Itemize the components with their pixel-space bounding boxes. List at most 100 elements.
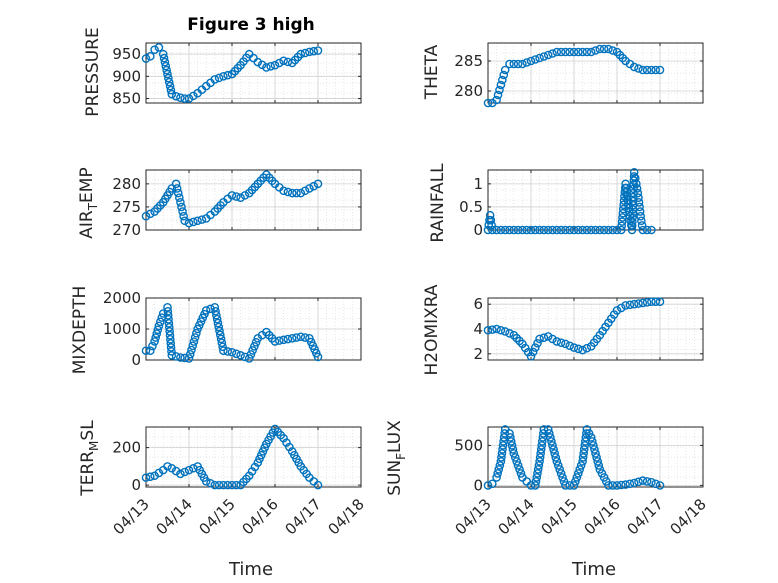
y-tick-label: 2 — [473, 345, 483, 363]
data-point — [167, 347, 176, 356]
data-point — [617, 303, 626, 313]
data-point — [539, 225, 549, 235]
data-point — [158, 309, 168, 318]
data-point — [176, 353, 185, 362]
data-point — [586, 225, 596, 235]
data-point — [283, 334, 293, 344]
data-point — [495, 85, 504, 95]
data-point — [212, 314, 222, 324]
data-point — [184, 354, 194, 363]
data-point — [156, 317, 165, 327]
data-point — [505, 329, 514, 338]
data-point — [561, 339, 570, 349]
data-point — [498, 445, 507, 454]
axes-rainfall: 00.51 — [459, 168, 704, 239]
data-point — [248, 346, 257, 355]
data-point — [532, 473, 542, 482]
data-point — [309, 477, 319, 486]
data-point — [498, 441, 508, 450]
data-point — [176, 198, 185, 207]
data-point — [515, 465, 524, 474]
axes-air-temp: 270 275 280 — [112, 169, 362, 239]
data-point — [279, 335, 288, 345]
data-point — [599, 225, 609, 235]
data-point — [513, 225, 523, 235]
data-point — [175, 193, 184, 202]
data-point — [552, 457, 562, 466]
data-point — [647, 65, 656, 75]
y-tick-label: 200 — [112, 439, 141, 457]
data-point — [496, 325, 506, 335]
data-point — [167, 351, 177, 360]
data-point — [285, 442, 294, 452]
data-point — [214, 73, 224, 83]
data-point — [627, 221, 637, 231]
data-point — [637, 216, 646, 226]
data-point — [185, 349, 195, 359]
data-point — [163, 462, 172, 471]
data-point — [634, 64, 643, 73]
data-point — [539, 333, 549, 342]
y-tick-label: 0.5 — [459, 198, 483, 216]
plot-area — [146, 427, 361, 487]
data-point — [292, 188, 301, 198]
x-tick-label: 04/18 — [325, 495, 368, 538]
y-tick-label: 0 — [473, 221, 483, 239]
data-point — [216, 334, 226, 344]
data-point — [629, 172, 639, 181]
data-point — [165, 187, 174, 197]
data-point — [543, 50, 553, 60]
data-point — [164, 319, 174, 328]
data-point — [604, 44, 613, 54]
figure-title: Figure 3 high — [187, 15, 315, 35]
data-point — [206, 210, 215, 220]
data-point — [509, 59, 519, 69]
data-point — [558, 473, 567, 482]
data-point — [250, 342, 259, 351]
data-point — [565, 47, 575, 57]
data-point — [522, 477, 532, 486]
data-point — [512, 457, 521, 466]
data-point — [533, 465, 543, 474]
data-point — [628, 209, 637, 218]
data-point — [164, 315, 173, 324]
data-point — [575, 465, 585, 474]
data-point — [500, 225, 510, 235]
data-point — [496, 80, 506, 90]
data-point — [632, 184, 642, 193]
data-point — [574, 225, 583, 235]
ylabel-sun-flux: SUNFLUX — [385, 420, 408, 496]
data-point — [211, 306, 220, 316]
data-point — [531, 343, 540, 352]
y-tick-label: 4 — [473, 320, 483, 338]
data-point — [590, 445, 599, 454]
data-point — [571, 477, 580, 486]
data-point — [274, 58, 284, 68]
data-point — [638, 225, 648, 235]
data-point — [535, 334, 544, 344]
data-point — [244, 354, 254, 363]
plot-area — [146, 43, 361, 103]
axes-mixdepth: 0 1000 2000 — [103, 289, 362, 369]
y-tick-label: 850 — [112, 90, 141, 108]
data-point — [608, 225, 618, 235]
data-point — [283, 187, 293, 197]
data-point — [145, 209, 155, 219]
data-point — [200, 309, 209, 319]
x-tick-label: 04/16 — [581, 495, 624, 538]
data-point — [515, 336, 524, 346]
data-point — [543, 225, 553, 235]
data-point — [276, 430, 286, 440]
data-point — [638, 476, 648, 485]
data-point — [618, 53, 628, 63]
data-point — [621, 179, 630, 189]
data-point — [189, 337, 199, 346]
data-point — [486, 215, 496, 225]
data-point — [533, 338, 542, 348]
y-tick-label: 285 — [454, 52, 483, 70]
y-tick-label: 950 — [112, 45, 141, 63]
data-point — [188, 91, 198, 101]
data-point — [617, 225, 626, 235]
data-point — [145, 472, 155, 481]
data-point — [249, 53, 258, 63]
